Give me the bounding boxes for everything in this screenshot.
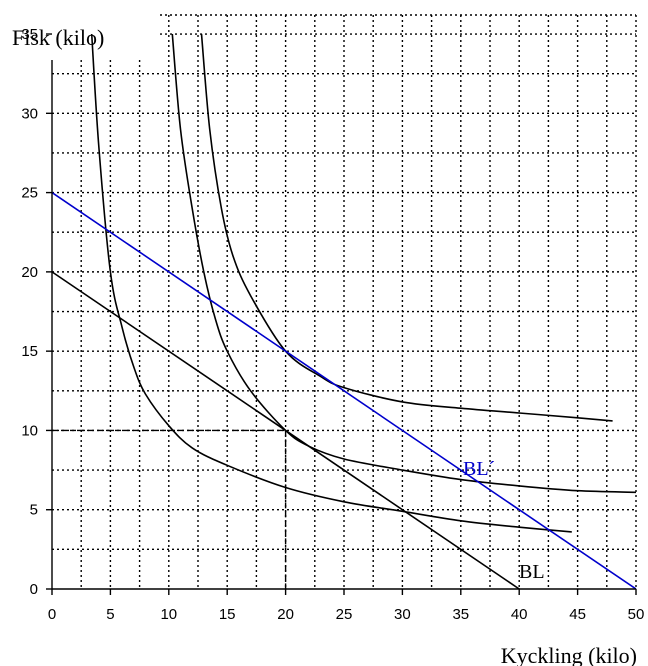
y-tick-label: 15 (21, 343, 38, 360)
indifference-curve-2 (171, 33, 637, 494)
y-tick-label: 35 (21, 26, 38, 43)
tick-labels: 0 5 10 15 20 25 30 35 40 45 50 0 5 10 15 20 25 30 35 (21, 26, 644, 623)
x-tick-label: 25 (336, 606, 353, 623)
indifference-curve-1 (90, 33, 572, 533)
x-tick-label: 30 (394, 606, 411, 623)
y-tick-label: 5 (30, 502, 38, 519)
x-tick-label: 45 (569, 606, 586, 623)
budget-line-bl-prime (51, 191, 637, 590)
indifference-curve-3 (200, 33, 613, 422)
indifference-curves (90, 33, 637, 533)
x-tick-label: 50 (628, 606, 645, 623)
x-tick-label: 20 (277, 606, 294, 623)
y-tick-label: 10 (21, 422, 38, 439)
x-tick-label: 15 (219, 606, 236, 623)
y-axis-title: Fisk (kilo) (12, 25, 104, 50)
x-tick-label: 0 (48, 606, 56, 623)
y-tick-label: 0 (30, 581, 38, 598)
x-axis-title: Kyckling (kilo) (501, 643, 637, 666)
x-tick-label: 5 (106, 606, 114, 623)
axes (46, 33, 637, 595)
x-tick-label: 10 (160, 606, 177, 623)
budget-line-label-bl-prime: BL´ (463, 458, 495, 480)
x-tick-label: 35 (452, 606, 469, 623)
optimum-marker (52, 429, 287, 589)
y-tick-label: 25 (21, 185, 38, 202)
y-tick-label: 20 (21, 264, 38, 281)
y-tick-label: 30 (21, 105, 38, 122)
x-tick-label: 40 (511, 606, 528, 623)
budget-line-label-bl: BL (519, 561, 545, 583)
grid (52, 14, 637, 589)
